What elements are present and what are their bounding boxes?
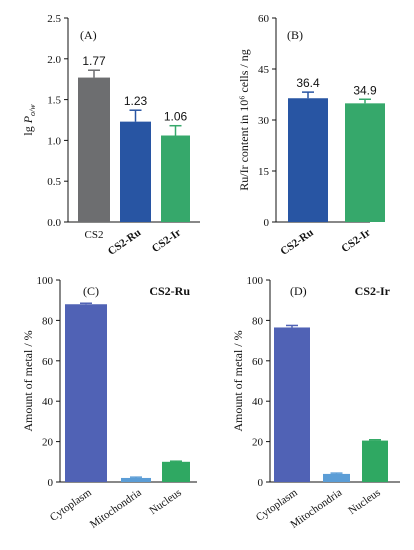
bar <box>274 327 310 482</box>
x-tick-label: CS2-Ir <box>339 227 373 255</box>
bar <box>362 440 388 482</box>
y-tick-label: 2.0 <box>47 54 61 66</box>
y-tick-label: 40 <box>252 396 264 408</box>
y-tick-label: 20 <box>42 437 54 449</box>
y-tick-label: 1.0 <box>47 135 61 147</box>
y-axis-label: Amount of metal / % <box>21 330 35 431</box>
y-axis-label: Amount of metal / % <box>231 330 245 431</box>
y-tick-label: 2.5 <box>47 13 61 25</box>
bar <box>161 135 190 222</box>
bar <box>78 77 110 223</box>
data-label: 1.06 <box>164 110 188 124</box>
y-axis-label: lg Po/w <box>21 104 37 136</box>
panel-label: (D) <box>290 284 307 298</box>
y-tick-label: 80 <box>252 315 264 327</box>
chart-panel-a: 0.0 0.5 1.0 1.5 2.0 2.5 lg Po/w (A) 1.77 CS2 1.23 C… <box>21 13 200 258</box>
x-tick-label: CS2-Ir <box>150 227 184 255</box>
chart-panel-b: 0 15 30 45 60 Ru/Ir content in 10⁶ cells / ng… <box>237 13 385 258</box>
chart-panel-c: 0 20 40 60 80 100 Amount of metal / % (C) CS2-Ru… <box>21 275 197 531</box>
data-label: 34.9 <box>353 83 377 97</box>
bar <box>65 304 107 482</box>
y-tick-label: 0 <box>258 477 264 489</box>
x-tick-label: Mitochondria <box>88 487 144 531</box>
y-tick-label: 40 <box>42 396 54 408</box>
x-tick-label: Nucleus <box>147 487 183 518</box>
bar <box>120 121 151 222</box>
x-tick-label: Nucleus <box>346 487 382 518</box>
x-tick-label: Cytoplasm <box>48 486 94 523</box>
y-tick-label: 0 <box>264 217 270 229</box>
y-tick-label: 0.5 <box>47 176 61 188</box>
x-tick-label: CS2 <box>85 229 104 241</box>
y-tick-label: 60 <box>252 356 264 368</box>
y-tick-label: 20 <box>252 437 264 449</box>
data-label: 1.23 <box>124 94 148 108</box>
y-tick-label: 15 <box>258 166 270 178</box>
y-tick-label: 0.0 <box>47 217 61 229</box>
y-tick-label: 30 <box>258 115 270 127</box>
y-tick-label: 60 <box>258 13 270 25</box>
y-axis-label: Ru/Ir content in 10⁶ cells / ng <box>237 49 251 191</box>
y-tick-label: 100 <box>37 275 54 287</box>
chart-panel-d: 0 20 40 60 80 100 Amount of metal / % (D) CS2-Ir… <box>231 275 400 531</box>
bar <box>162 461 190 482</box>
data-label: 1.77 <box>82 54 106 68</box>
panel-label: (C) <box>83 284 99 298</box>
y-tick-label: 1.5 <box>47 95 61 107</box>
bar <box>288 98 328 222</box>
bar <box>345 103 385 222</box>
bar <box>323 473 350 482</box>
y-tick-label: 60 <box>42 356 54 368</box>
data-label: 36.4 <box>296 76 320 90</box>
y-tick-label: 80 <box>42 315 54 327</box>
x-tick-label: CS2-Ru <box>106 227 143 258</box>
y-tick-label: 100 <box>247 275 264 287</box>
y-tick-label: 45 <box>258 64 270 76</box>
panel-title: CS2-Ru <box>149 284 190 298</box>
panel-label: (B) <box>287 28 303 42</box>
x-tick-label: CS2-Ru <box>278 227 315 258</box>
bar <box>121 477 151 482</box>
panel-label: (A) <box>80 28 97 42</box>
y-tick-label: 0 <box>48 477 54 489</box>
panel-title: CS2-Ir <box>355 284 391 298</box>
